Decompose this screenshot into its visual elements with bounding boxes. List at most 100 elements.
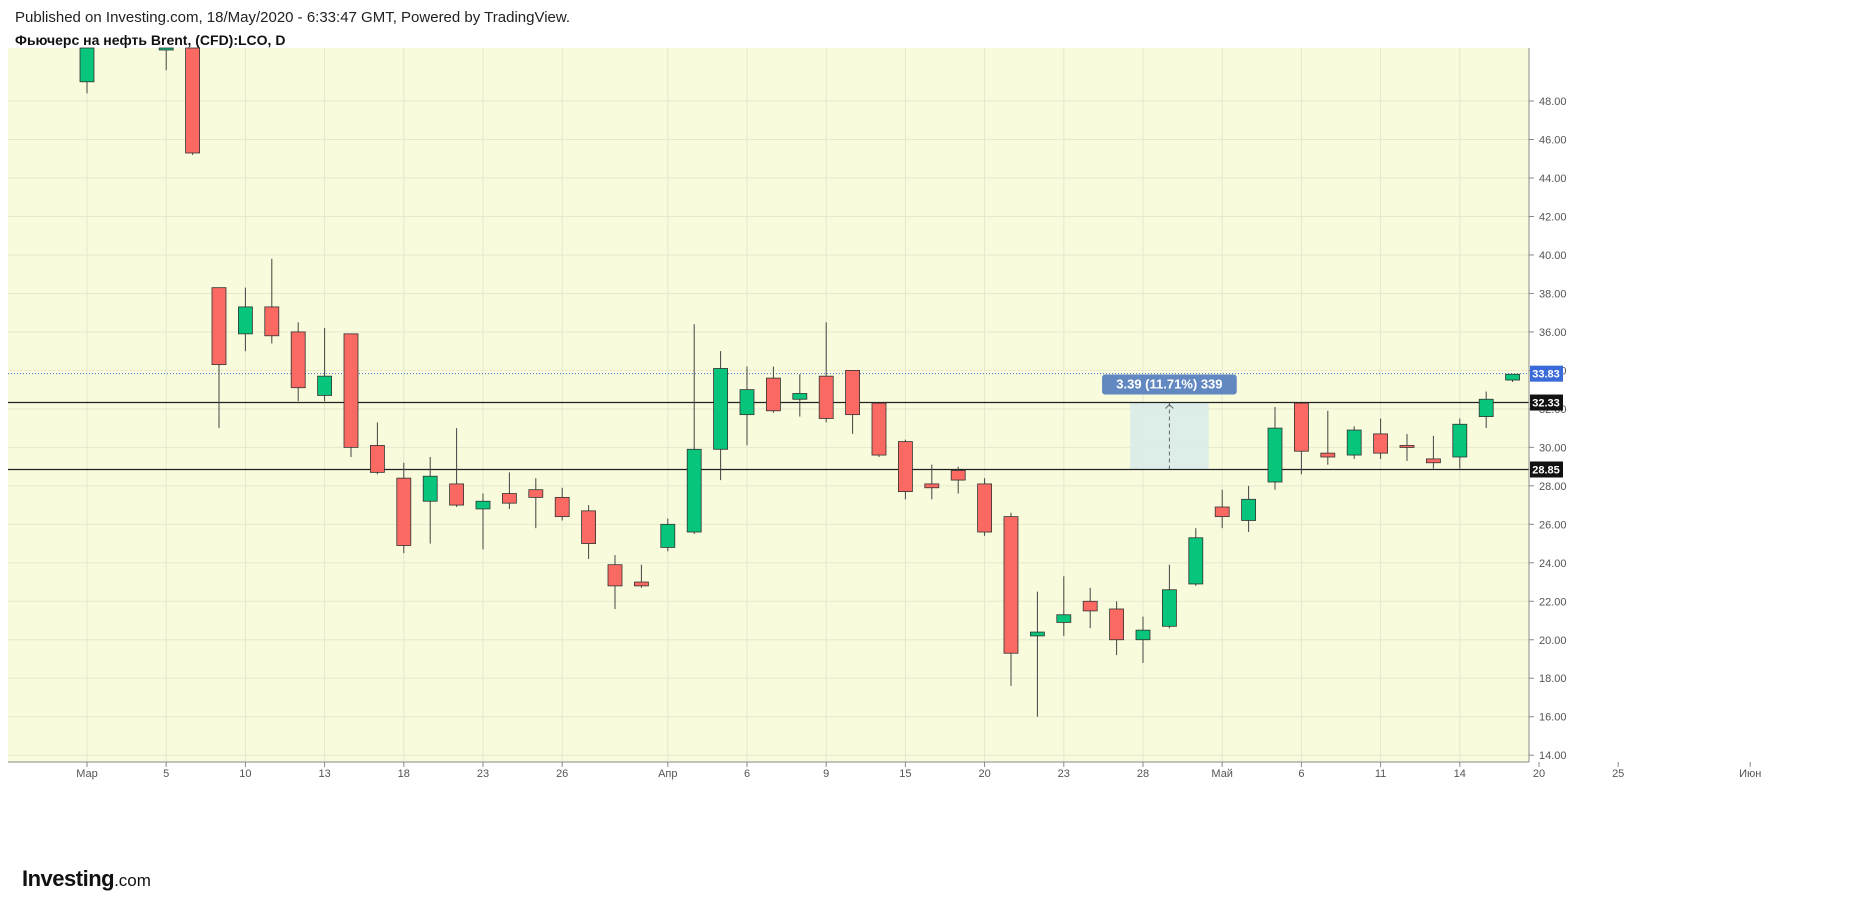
candle-up (158, 47, 174, 51)
candle-down (1399, 445, 1415, 448)
candle-up (1241, 498, 1256, 521)
time-tick-label: 15 (899, 768, 911, 780)
time-tick-label: 20 (978, 768, 990, 780)
price-tick-label: 26.00 (1539, 519, 1567, 531)
time-axis[interactable]: Мар 5 10 13 18 23 26 Апр 6 9 15 20 23 28 Май 6 11 14 20 25 И… (8, 761, 1761, 780)
instrument-title: Фьючерс на нефть Brent, (CFD):LCO, D (15, 32, 286, 48)
candle-up (1505, 373, 1520, 381)
time-tick-label: 14 (1454, 768, 1466, 780)
candle-up (1188, 537, 1204, 585)
candle-up (1267, 427, 1283, 483)
candle-up (660, 523, 676, 548)
candle-down (211, 287, 227, 366)
price-tick-label: 14.00 (1539, 750, 1567, 762)
price-axis-bg (1529, 48, 1853, 762)
price-tick-label: 20.00 (1539, 635, 1567, 647)
time-tick-label: 10 (239, 768, 251, 780)
line-price-tag-bg (1530, 461, 1563, 478)
candle-down (1294, 402, 1309, 452)
price-tick-label: 24.00 (1539, 558, 1567, 570)
line-price-tag: 32.33 (1532, 398, 1560, 410)
price-tick-label: 42.00 (1539, 211, 1567, 223)
time-tick-label: 25 (1612, 768, 1624, 780)
time-tick-label: Июн (1739, 768, 1761, 780)
candle-down (924, 483, 940, 489)
time-tick-label: 28 (1137, 768, 1149, 780)
price-tick-label: 46.00 (1539, 135, 1567, 147)
measure-box[interactable] (1130, 402, 1209, 470)
candle-down (396, 477, 412, 546)
candle-down (818, 375, 834, 419)
price-axis[interactable]: 14.00 16.00 18.00 20.00 22.00 24.00 26.00 28.00… (1528, 48, 1853, 762)
candle-down (185, 47, 201, 154)
candle-down (1426, 458, 1441, 464)
candle-down (501, 493, 517, 504)
candle-up (792, 393, 808, 400)
time-tick-label: 13 (318, 768, 330, 780)
measure-label: 3.39 (11.71%) 339 (1116, 377, 1222, 392)
line-price-tag: 28.85 (1532, 464, 1560, 476)
candle-down (449, 483, 465, 506)
candle-down (528, 489, 544, 498)
time-tick-label: 5 (163, 768, 169, 780)
price-tick-label: 40.00 (1539, 250, 1567, 262)
candle-down (898, 441, 913, 493)
candle-up (713, 368, 728, 450)
candle-up (1478, 398, 1494, 417)
time-tick-label: Май (1211, 768, 1233, 780)
candle-up (1346, 429, 1362, 456)
candle-down (264, 306, 280, 337)
time-tick-label: 11 (1375, 768, 1386, 780)
price-tick-label: 22.00 (1539, 596, 1567, 608)
candle-up (475, 500, 491, 510)
candles (79, 47, 1520, 717)
time-tick-label: 26 (556, 768, 568, 780)
candle-down (581, 510, 596, 544)
candle-up (1162, 589, 1177, 627)
measure-arrowhead (1165, 403, 1174, 409)
last-price-tag: 33.83 (1532, 369, 1560, 381)
price-tick-label: 36.00 (1539, 327, 1567, 339)
price-tick-label: 18.00 (1539, 673, 1567, 685)
line-price-tag-bg (1530, 394, 1563, 411)
published-caption: Published on Investing.com, 18/May/2020 … (15, 9, 571, 26)
candle-down (634, 581, 649, 587)
last-price-tag-bg (1530, 365, 1563, 382)
candle-down (1003, 516, 1019, 654)
candle-down (871, 402, 887, 456)
candle-down (290, 331, 306, 389)
candle-down (554, 496, 570, 518)
time-tick-label: 20 (1533, 768, 1545, 780)
time-tick-label: 23 (477, 768, 489, 780)
candle-down (369, 445, 385, 473)
candle-up (1056, 614, 1072, 623)
candle-up (317, 375, 333, 396)
investing-logo: Investing.com (22, 866, 151, 891)
candle-down (977, 483, 992, 533)
candle-up (739, 389, 755, 416)
time-tick-label: 9 (823, 768, 829, 780)
candle-down (343, 333, 359, 448)
candle-down (845, 369, 860, 416)
candle-up (237, 306, 253, 335)
candle-down (1373, 433, 1388, 454)
candle-down (1320, 452, 1336, 458)
price-tick-label: 16.00 (1539, 712, 1567, 724)
price-tick-label: 44.00 (1539, 173, 1567, 185)
time-tick-label: 6 (744, 768, 750, 780)
candle-down (607, 564, 623, 587)
price-tick-label: 48.00 (1539, 96, 1567, 108)
time-tick-label: Апр (658, 768, 677, 780)
time-tick-label: 6 (1298, 768, 1304, 780)
time-tick-label: 18 (398, 768, 410, 780)
candle-up (686, 448, 702, 533)
candle-up (1452, 423, 1468, 458)
time-tick-label: Мар (76, 768, 98, 780)
candle-down (766, 377, 781, 412)
candle-up (422, 475, 438, 502)
price-tick-label: 30.00 (1539, 442, 1567, 454)
price-tick-label: 28.00 (1539, 481, 1567, 493)
candle-down (1214, 506, 1230, 518)
time-tick-label: 23 (1058, 768, 1070, 780)
